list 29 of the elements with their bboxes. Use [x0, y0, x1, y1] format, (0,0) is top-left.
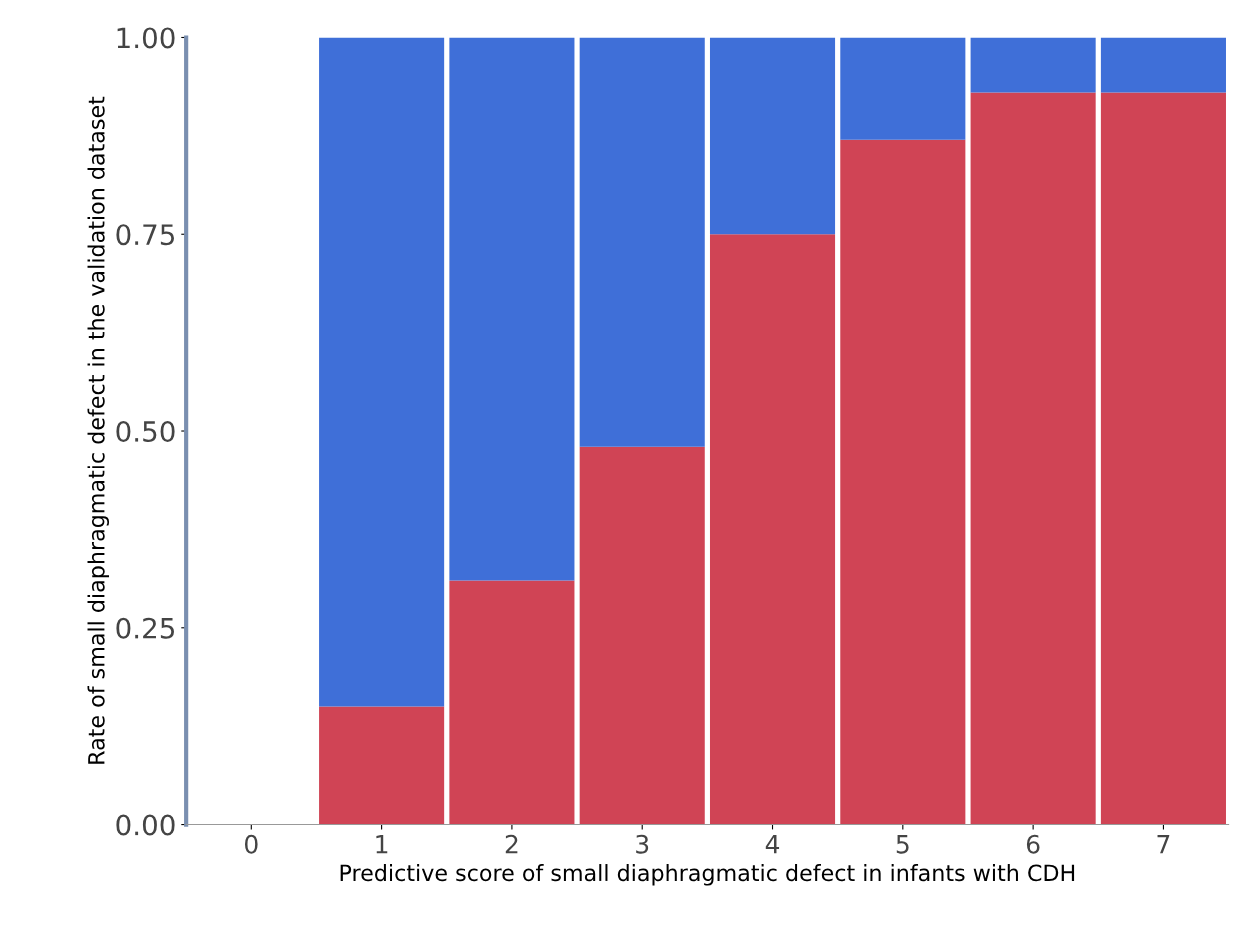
bar — [449, 580, 575, 825]
bar — [970, 92, 1096, 825]
x-axis-title: Predictive score of small diaphragmatic defect in infants with CDH — [340, 864, 1075, 886]
bar — [579, 446, 705, 825]
x-tick-label: 6 — [1026, 834, 1040, 854]
bar — [319, 706, 445, 825]
bar — [970, 37, 1096, 93]
x-tick-label: 0 — [245, 834, 258, 854]
x-tick-label: 1 — [376, 835, 388, 854]
bar — [1100, 37, 1226, 93]
x-tick-label: 3 — [636, 834, 649, 854]
x-tick-label: 4 — [765, 835, 780, 854]
bar — [319, 37, 445, 707]
y-tick-label: 0.75 — [116, 224, 174, 246]
y-tick-label: 1.00 — [117, 27, 175, 49]
x-tick-label: 5 — [896, 835, 909, 854]
bar — [579, 37, 705, 447]
y-tick-label: 0.50 — [116, 420, 175, 442]
y-tick-label: 0.25 — [116, 617, 174, 639]
y-axis-title: Rate of small diaphragmatic defect in the validation dataset — [87, 96, 110, 764]
bar — [709, 234, 836, 825]
bar — [840, 139, 966, 825]
x-tick-label: 2 — [505, 834, 518, 854]
bar — [840, 37, 966, 140]
y-tick-label: 0.00 — [116, 814, 175, 836]
bar — [709, 37, 836, 235]
bar — [449, 37, 575, 581]
x-tick-label: 7 — [1157, 835, 1170, 854]
bar — [1100, 92, 1226, 825]
